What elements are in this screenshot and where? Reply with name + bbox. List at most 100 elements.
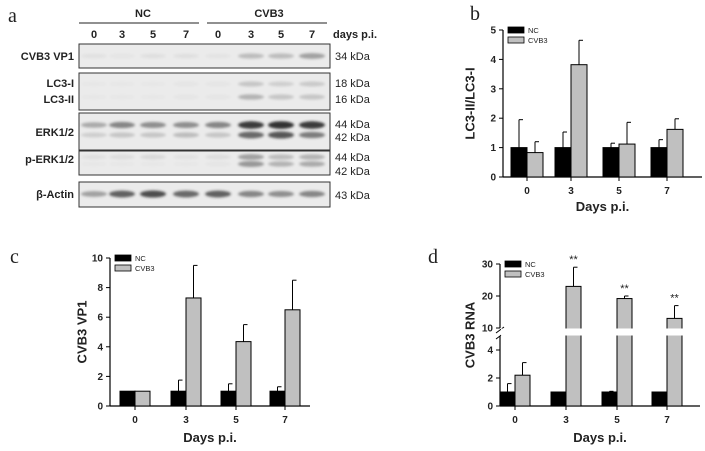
x-tick-label: 0: [524, 186, 530, 197]
lane-label: 5: [150, 29, 156, 41]
x-tick-label: 7: [282, 415, 288, 426]
y-tick-label: 0: [97, 402, 103, 413]
lane-label: 3: [248, 29, 254, 41]
kda-label: 44 kDa: [335, 152, 371, 164]
legend-label: NC: [528, 26, 539, 35]
blot-band: [205, 190, 231, 198]
blot-band: [299, 121, 325, 129]
y-tick-label: 0: [487, 402, 493, 413]
legend-label: NC: [135, 254, 146, 263]
protein-label: LC3-I: [47, 78, 75, 90]
legend-label: NC: [525, 260, 536, 269]
blot-band: [268, 94, 294, 100]
blot-membrane: [78, 112, 331, 151]
protein-label: LC3-II: [43, 94, 74, 106]
blot-row-p-erk12: p-ERK1/2 44 kDa 42 kDa: [25, 150, 371, 178]
blot-row-cvb3vp1: CVB3 VP1 34 kDa: [21, 43, 371, 69]
blot-band: [173, 53, 199, 59]
blot-row-lc3-i-lc3-ii: LC3-I LC3-II 18 kDa 16 kDa: [43, 72, 371, 111]
lane-label: 7: [183, 29, 189, 41]
x-tick-label: 0: [512, 415, 518, 426]
blot-band: [173, 162, 199, 166]
blot-band: [205, 95, 231, 99]
blot-band: [173, 82, 199, 86]
protein-label: CVB3 VP1: [21, 51, 74, 63]
x-axis-label: Days p.i.: [573, 430, 626, 445]
blot-band: [299, 161, 325, 167]
legend-label: CVB3: [528, 36, 548, 45]
blot-band: [81, 154, 107, 160]
kda-label: 16 kDa: [335, 94, 371, 106]
y-tick-label: 10: [92, 254, 104, 265]
blot-band: [205, 53, 231, 59]
bar-nc: [499, 391, 516, 407]
bar-cvb3: [284, 309, 301, 407]
bar-nc: [650, 147, 668, 178]
blot-band: [173, 122, 199, 128]
bar-nc: [651, 391, 668, 407]
bar-nc: [269, 390, 286, 407]
kda-label: 43 kDa: [335, 190, 371, 202]
y-tick-label: 0: [490, 173, 496, 184]
y-tick-label: 6: [97, 313, 103, 324]
y-tick-label: 4: [490, 55, 496, 66]
significance-label: **: [569, 254, 578, 266]
blot-band: [238, 190, 264, 198]
blot-band: [205, 82, 231, 86]
blot-band: [173, 132, 199, 138]
blot-band: [268, 53, 294, 59]
blot-band: [109, 162, 135, 166]
y-tick-label: 2: [490, 114, 496, 125]
blot-membrane: [78, 72, 331, 111]
y-axis-label: CVB3 VP1: [75, 301, 90, 364]
significance-label: **: [670, 293, 679, 305]
axis-break-gap: [501, 328, 701, 336]
kda-label: 34 kDa: [335, 51, 371, 63]
blot-band: [109, 190, 135, 198]
blot-band: [173, 154, 199, 160]
blot-band: [109, 154, 135, 160]
legend-label: CVB3: [525, 270, 545, 279]
bar-cvb3: [666, 128, 684, 178]
y-tick-label: 2: [487, 374, 493, 385]
x-tick-label: 5: [614, 415, 620, 426]
y-tick-label: 30: [482, 260, 494, 271]
blot-band: [268, 154, 294, 160]
x-tick-label: 7: [664, 415, 670, 426]
blot-band: [268, 121, 294, 129]
y-tick-label: 2: [97, 372, 103, 383]
bar-cvb3: [618, 143, 636, 178]
y-tick-label: 20: [482, 292, 494, 303]
x-tick-label: 3: [568, 186, 574, 197]
blot-band: [238, 53, 264, 59]
bar-cvb3: [235, 341, 252, 407]
x-tick-label: 3: [183, 415, 189, 426]
blot-band: [109, 82, 135, 86]
y-tick-label: 10: [482, 324, 494, 335]
blot-band: [173, 190, 199, 198]
protein-label: ERK1/2: [35, 127, 74, 139]
blot-band: [81, 53, 107, 59]
bar-nc: [554, 147, 572, 178]
significance-label: **: [620, 283, 629, 295]
x-axis-label: Days p.i.: [183, 430, 236, 445]
blot-band: [299, 81, 325, 87]
x-tick-label: 3: [563, 415, 569, 426]
blot-band: [205, 162, 231, 166]
legend-swatch-cvb3: [504, 270, 522, 278]
kda-label: 44 kDa: [335, 119, 371, 131]
protein-label: p-ERK1/2: [25, 154, 74, 166]
blot-band: [238, 94, 264, 100]
legend-swatch-nc: [507, 26, 525, 34]
blot-band: [205, 121, 231, 129]
blot-band: [140, 154, 166, 160]
blot-band: [205, 154, 231, 160]
blot-band: [268, 191, 294, 197]
western-blot: 0 3 5 7 0 3 5 7 CVB3 VP1 34 kDa LC3-I LC3-II 18 kDa 1…: [21, 29, 371, 208]
lane-label: 0: [215, 29, 221, 41]
axis-break-mark: [495, 326, 505, 334]
panel-label: d: [428, 246, 438, 268]
legend-swatch-nc: [114, 254, 132, 262]
